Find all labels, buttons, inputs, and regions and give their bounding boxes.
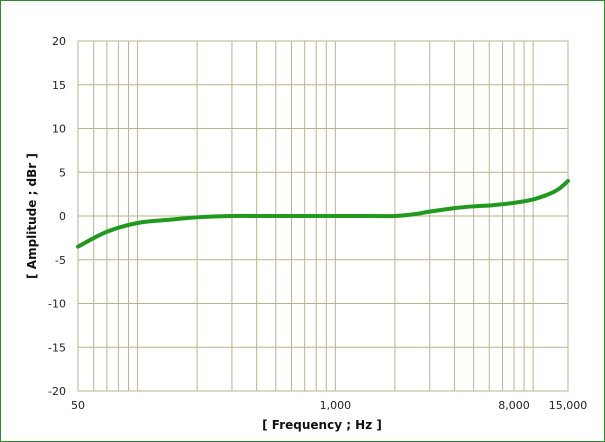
y-tick-label: -20 xyxy=(48,385,66,398)
y-tick-label: -15 xyxy=(48,341,66,354)
y-axis-title: [ Amplitude ; dBr ] xyxy=(25,153,39,279)
y-tick-label: 5 xyxy=(59,166,66,179)
y-tick-label: 0 xyxy=(59,210,66,223)
y-tick-label: -5 xyxy=(55,254,66,267)
axes xyxy=(77,40,569,392)
x-axis-title: [ Frequency ; Hz ] xyxy=(262,418,382,432)
series-line xyxy=(76,179,570,249)
x-tick-label: 15,000 xyxy=(549,399,588,412)
x-tick-label: 50 xyxy=(71,399,85,412)
y-tick-label: 10 xyxy=(52,123,66,136)
y-tick-label: 15 xyxy=(52,79,66,92)
x-tick-label: 8,000 xyxy=(498,399,530,412)
plot-border xyxy=(77,40,569,392)
y-tick-label: 20 xyxy=(52,35,66,48)
series xyxy=(76,179,570,249)
y-tick-label: -10 xyxy=(48,298,66,311)
x-tick-label: 1,000 xyxy=(320,399,352,412)
